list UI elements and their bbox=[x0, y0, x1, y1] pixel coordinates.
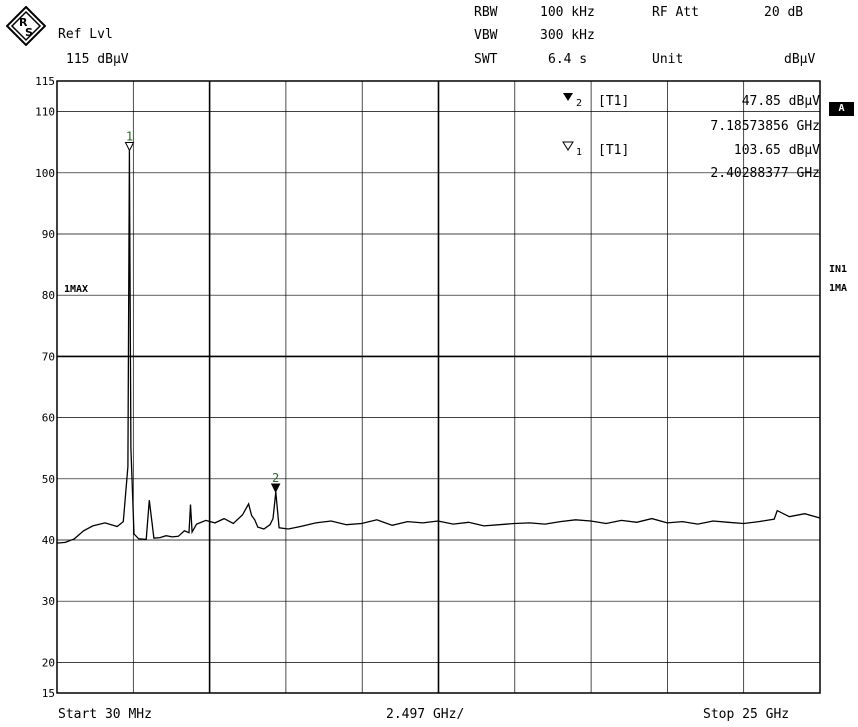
marker-2-frequency: 7.18573856 GHz bbox=[710, 119, 820, 134]
y-tick-label: 20 bbox=[42, 656, 55, 669]
ref-lvl-value: 115 dBµV bbox=[66, 52, 129, 67]
trace-1max bbox=[56, 150, 821, 544]
marker-1-level: 103.65 dBµV bbox=[733, 143, 820, 158]
stop-frequency: Stop 25 GHz bbox=[703, 707, 790, 722]
marker-1-tag: [T1] bbox=[598, 143, 630, 158]
marker-1-open-triangle-icon bbox=[562, 141, 574, 151]
marker-2-triangle bbox=[270, 483, 281, 494]
y-tick-label: 60 bbox=[42, 412, 55, 425]
rbw-label: RBW bbox=[474, 5, 498, 20]
marker-layer: 12 bbox=[124, 129, 281, 494]
marker-2-level: 47.85 dBµV bbox=[741, 94, 820, 109]
svg-text:S: S bbox=[25, 26, 33, 39]
swt-label: SWT bbox=[474, 52, 498, 67]
start-frequency: Start 30 MHz bbox=[58, 707, 152, 722]
marker-1-triangle bbox=[124, 141, 135, 152]
unit-label: Unit bbox=[652, 52, 684, 67]
rbw-value: 100 kHz bbox=[540, 5, 595, 20]
y-tick-label: 50 bbox=[42, 473, 55, 486]
y-tick-label: 40 bbox=[42, 534, 55, 547]
frequency-per-division: 2.497 GHz/ bbox=[386, 707, 465, 722]
y-tick-label: 90 bbox=[42, 228, 55, 241]
trace-1ma-label: 1MA bbox=[829, 283, 848, 294]
y-tick-label: 70 bbox=[42, 350, 55, 363]
marker-1-readout-id: 1 bbox=[576, 147, 583, 158]
trace-a-badge: A bbox=[829, 102, 854, 116]
y-tick-label: 30 bbox=[42, 595, 55, 608]
y-tick-label: 100 bbox=[35, 167, 55, 180]
y-tick-label: 115 bbox=[35, 75, 55, 88]
unit-value: dBµV bbox=[784, 52, 816, 67]
marker-2-tag: [T1] bbox=[598, 94, 630, 109]
y-axis-ticks: 15 20 30 40 50 60 70 80 90 100 110 115 bbox=[35, 75, 55, 700]
marker-1-frequency: 2.40288377 GHz bbox=[710, 166, 820, 181]
vbw-value: 300 kHz bbox=[540, 28, 595, 43]
rf-att-label: RF Att bbox=[652, 5, 699, 20]
vbw-label: VBW bbox=[474, 28, 498, 43]
input-in1-label: IN1 bbox=[829, 264, 848, 275]
y-tick-label: 80 bbox=[42, 289, 55, 302]
ref-lvl-label: Ref Lvl bbox=[58, 27, 113, 42]
rohde-schwarz-logo: R S bbox=[6, 6, 46, 46]
trace-1max-label: 1MAX bbox=[64, 284, 89, 295]
marker-2-filled-triangle-icon bbox=[563, 93, 573, 101]
rf-att-value: 20 dB bbox=[764, 5, 804, 20]
y-tick-label: 15 bbox=[42, 687, 55, 700]
svg-text:R: R bbox=[19, 16, 28, 29]
marker-2-label: 2 bbox=[272, 471, 279, 485]
marker-1-label: 1 bbox=[126, 129, 133, 143]
y-tick-label: 110 bbox=[35, 106, 55, 119]
swt-value: 6.4 s bbox=[548, 52, 588, 67]
marker-2-readout-id: 2 bbox=[576, 98, 583, 109]
plot-grid bbox=[56, 80, 821, 694]
